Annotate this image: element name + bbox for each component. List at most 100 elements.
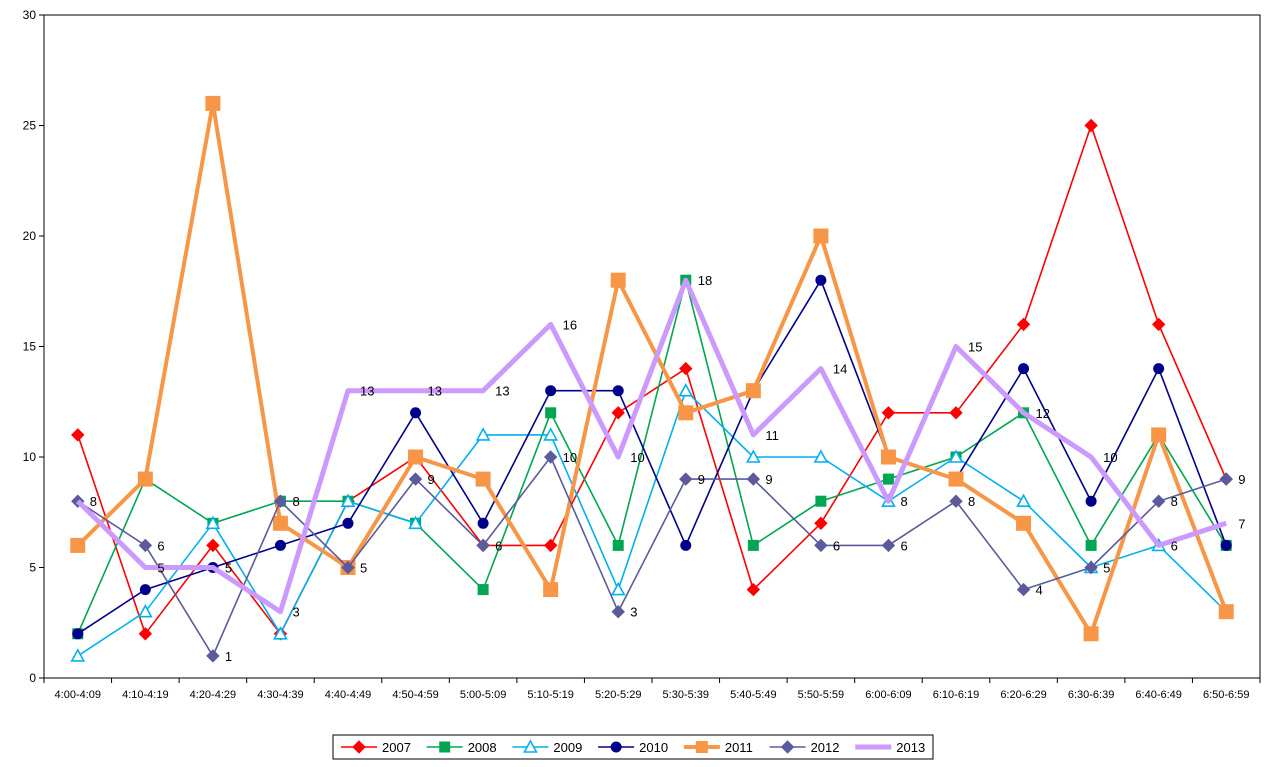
point-2007 xyxy=(611,406,625,420)
y-tick-label: 25 xyxy=(23,119,37,133)
series-line-2009 xyxy=(77,389,1227,657)
data-label: 6 xyxy=(495,538,502,553)
x-tick-label: 6:20-6:29 xyxy=(1000,689,1046,701)
legend-marker-2009 xyxy=(523,739,538,753)
data-label: 9 xyxy=(765,472,772,487)
data-label: 3 xyxy=(630,605,637,620)
point-2010 xyxy=(1085,495,1097,507)
point-2011 xyxy=(678,405,694,421)
series-line-2010 xyxy=(77,279,1227,635)
x-tick-label: 4:50-4:59 xyxy=(392,689,438,701)
point-2010 xyxy=(815,274,827,286)
data-label: 10 xyxy=(563,450,577,465)
data-label: 4 xyxy=(1036,583,1043,598)
y-tick-label: 20 xyxy=(23,229,37,243)
data-label: 6 xyxy=(900,538,907,553)
legend-marker-2008 xyxy=(439,741,451,753)
data-label: 1 xyxy=(225,649,232,664)
data-label: 15 xyxy=(968,340,982,355)
data-label: 8 xyxy=(1171,494,1178,509)
x-tick-label: 5:00-5:09 xyxy=(460,689,506,701)
series-line-2007 xyxy=(77,124,1227,635)
point-2010 xyxy=(72,628,84,640)
x-tick-label: 6:10-6:19 xyxy=(933,689,979,701)
x-tick-label: 6:40-6:49 xyxy=(1135,689,1181,701)
point-2007 xyxy=(814,516,828,531)
point-2011 xyxy=(813,228,829,244)
point-2011 xyxy=(408,449,424,465)
point-2011 xyxy=(948,471,964,487)
data-label: 10 xyxy=(1103,450,1117,465)
point-2008 xyxy=(477,584,489,596)
legend-marker-2011 xyxy=(695,741,708,753)
x-tick-label: 5:10-5:19 xyxy=(527,689,573,701)
legend-label-2008: 2008 xyxy=(468,740,497,755)
point-2007 xyxy=(1016,317,1031,332)
x-tick-label: 5:40-5:49 xyxy=(730,689,776,701)
data-label: 12 xyxy=(1036,406,1050,421)
series-line-2012 xyxy=(77,456,1227,657)
point-2012 xyxy=(1016,582,1031,597)
point-2010 xyxy=(1018,363,1030,375)
point-2009 xyxy=(610,581,626,596)
point-2012 xyxy=(881,538,896,553)
point-2007 xyxy=(543,538,558,553)
point-2009 xyxy=(745,449,761,463)
x-tick-label: 4:30-4:39 xyxy=(257,689,303,701)
point-2012 xyxy=(814,538,828,553)
point-2011 xyxy=(610,272,626,288)
series-line-2008 xyxy=(77,279,1227,635)
data-label: 5 xyxy=(225,561,232,576)
point-2010 xyxy=(1220,539,1232,551)
point-2009 xyxy=(340,493,356,507)
point-2009 xyxy=(408,515,423,530)
point-2008 xyxy=(1085,539,1097,551)
point-2008 xyxy=(882,473,894,485)
point-2011 xyxy=(1083,626,1099,642)
point-2012 xyxy=(273,494,288,508)
x-tick-label: 4:40-4:49 xyxy=(325,689,371,701)
data-label: 7 xyxy=(1238,516,1245,531)
point-2009 xyxy=(543,427,559,441)
point-2012 xyxy=(476,538,490,553)
data-label: 13 xyxy=(428,384,442,399)
y-tick-label: 5 xyxy=(29,561,36,575)
data-label: 14 xyxy=(833,362,847,377)
point-2012 xyxy=(679,472,693,486)
point-2011 xyxy=(272,515,288,531)
legend-label-2010: 2010 xyxy=(639,740,668,755)
x-tick-label: 5:20-5:29 xyxy=(595,689,641,701)
data-label: 13 xyxy=(495,384,509,399)
point-2007 xyxy=(206,538,220,553)
point-2010 xyxy=(477,517,489,529)
point-2011 xyxy=(880,449,896,465)
point-2012 xyxy=(408,472,423,486)
y-tick-label: 30 xyxy=(23,8,37,22)
point-2010 xyxy=(342,517,354,529)
point-2010 xyxy=(139,584,151,596)
point-2009 xyxy=(137,604,153,618)
series-line-2013 xyxy=(76,277,1227,615)
point-2007 xyxy=(71,428,85,442)
x-tick-label: 4:00-4:09 xyxy=(55,689,101,701)
data-label: 5 xyxy=(1103,561,1110,576)
data-label: 8 xyxy=(968,494,975,509)
x-tick-label: 5:50-5:59 xyxy=(798,689,844,701)
legend-marker-2010 xyxy=(610,741,622,753)
point-2010 xyxy=(1153,363,1165,375)
y-tick-label: 15 xyxy=(23,340,37,354)
legend-label-2012: 2012 xyxy=(811,740,840,755)
point-2007 xyxy=(1151,317,1166,332)
point-2009 xyxy=(678,383,694,397)
point-2009 xyxy=(948,449,964,463)
point-2012 xyxy=(611,604,625,619)
point-2012 xyxy=(1151,494,1166,508)
point-2011 xyxy=(1151,427,1167,443)
point-2011 xyxy=(70,537,86,553)
data-label: 8 xyxy=(292,494,299,509)
series-line-2011 xyxy=(76,101,1229,636)
point-2008 xyxy=(815,495,827,507)
point-2012 xyxy=(949,494,963,508)
point-2012 xyxy=(1219,472,1233,486)
